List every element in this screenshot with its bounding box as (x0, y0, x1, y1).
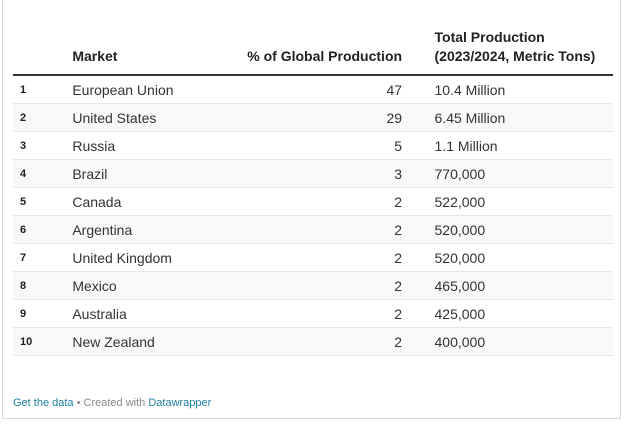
chart-frame (2, 0, 621, 419)
total-cell: 465,000 (434, 271, 613, 300)
rank-cell: 3 (13, 131, 73, 160)
header-rank (13, 28, 73, 76)
pct-cell: 29 (220, 103, 403, 132)
pct-cell: 2 (220, 271, 403, 300)
table-row: 7 United Kingdom 2 520,000 (13, 243, 613, 272)
table-row: 1 European Union 47 10.4 Million (13, 75, 613, 104)
rank-cell: 9 (13, 299, 73, 328)
data-table: Market % of Global Production Total Prod… (13, 28, 613, 356)
pct-cell: 5 (220, 131, 403, 160)
pct-cell: 2 (220, 215, 403, 244)
pct-cell: 2 (220, 327, 403, 356)
market-cell: European Union (72, 75, 221, 104)
market-cell: Australia (72, 299, 221, 328)
market-cell: Russia (72, 131, 221, 160)
market-cell: Mexico (72, 271, 221, 300)
market-cell: Canada (72, 187, 221, 216)
market-cell: New Zealand (72, 327, 221, 356)
rank-cell: 4 (13, 159, 73, 188)
total-cell: 400,000 (434, 327, 613, 356)
pct-cell: 3 (220, 159, 403, 188)
total-cell: 6.45 Million (434, 103, 613, 132)
total-cell: 10.4 Million (434, 75, 613, 104)
table-row: 6 Argentina 2 520,000 (13, 215, 613, 244)
table-row: 10 New Zealand 2 400,000 (13, 327, 613, 356)
market-cell: Argentina (72, 215, 221, 244)
table-row: 4 Brazil 3 770,000 (13, 159, 613, 188)
table-row: 8 Mexico 2 465,000 (13, 271, 613, 300)
rank-cell: 2 (13, 103, 73, 132)
total-cell: 770,000 (434, 159, 613, 188)
total-cell: 522,000 (434, 187, 613, 216)
table-header-row: Market % of Global Production Total Prod… (13, 28, 613, 76)
footer: Get the data • Created with Datawrapper (13, 397, 211, 409)
rank-cell: 5 (13, 187, 73, 216)
market-cell: Brazil (72, 159, 221, 188)
header-total[interactable]: Total Production (2023/2024, Metric Tons… (434, 28, 613, 76)
rank-cell: 7 (13, 243, 73, 272)
market-cell: United States (72, 103, 221, 132)
pct-cell: 2 (220, 187, 403, 216)
header-market[interactable]: Market (72, 28, 221, 76)
market-cell: United Kingdom (72, 243, 221, 272)
get-data-link[interactable]: Get the data (13, 397, 74, 409)
rank-cell: 10 (13, 327, 73, 356)
rank-cell: 8 (13, 271, 73, 300)
pct-cell: 2 (220, 243, 403, 272)
table-row: 9 Australia 2 425,000 (13, 299, 613, 328)
pct-cell: 2 (220, 299, 403, 328)
total-cell: 1.1 Million (434, 131, 613, 160)
pct-cell: 47 (220, 75, 403, 104)
total-cell: 520,000 (434, 243, 613, 272)
datawrapper-link[interactable]: Datawrapper (148, 397, 212, 409)
table-row: 5 Canada 2 522,000 (13, 187, 613, 216)
table-row: 3 Russia 5 1.1 Million (13, 131, 613, 160)
footer-separator: • Created with (73, 397, 149, 409)
total-cell: 520,000 (434, 215, 613, 244)
rank-cell: 1 (13, 75, 73, 104)
header-pct[interactable]: % of Global Production (220, 28, 403, 76)
table-row: 2 United States 29 6.45 Million (13, 103, 613, 132)
rank-cell: 6 (13, 215, 73, 244)
total-cell: 425,000 (434, 299, 613, 328)
